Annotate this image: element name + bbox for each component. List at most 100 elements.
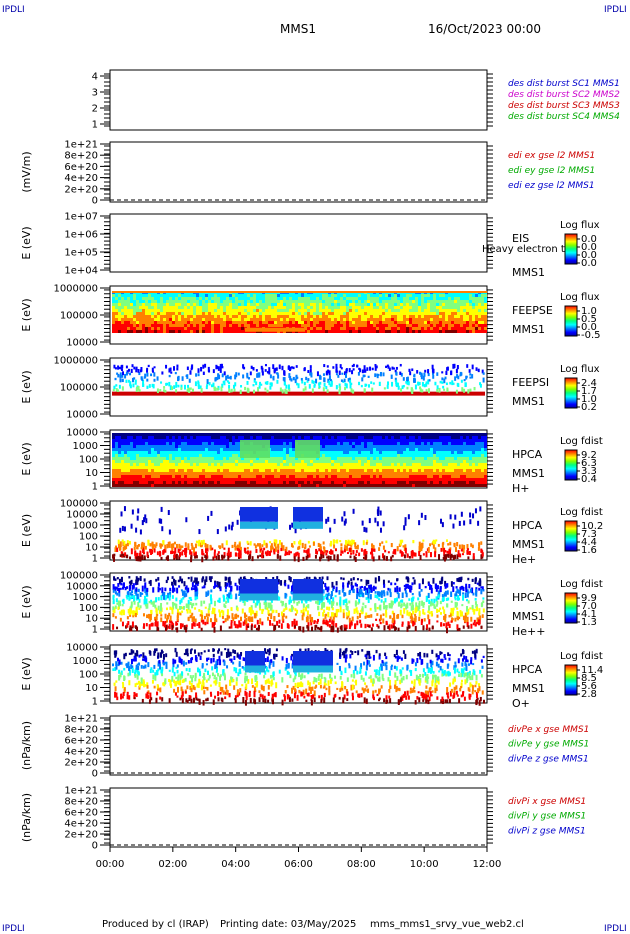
spec-cell: [196, 436, 199, 439]
spec-cell: [256, 475, 259, 478]
spec-cell: [346, 436, 349, 439]
spec-cell: [160, 327, 163, 330]
spec-cell: [475, 436, 478, 439]
spec-cell: [190, 297, 193, 300]
spec-cell: [208, 327, 211, 330]
spec-cell: [226, 318, 229, 321]
spec-cell: [442, 460, 445, 463]
spec-cell: [427, 315, 430, 318]
spec-cell: [382, 448, 385, 451]
spec-cell: [355, 306, 358, 309]
spec-cell: [454, 472, 457, 475]
spec-cell: [424, 303, 427, 306]
spec-cell: [406, 457, 409, 460]
spec-cell: [358, 303, 361, 306]
spec-cell: [289, 448, 292, 451]
spec-cell: [199, 478, 202, 481]
ytick-label: 10: [85, 468, 98, 479]
spec-cell: [271, 291, 274, 293]
spec-cell: [220, 442, 223, 445]
spec-cell: [472, 445, 475, 448]
spec-cell: [166, 315, 169, 318]
spec-cell: [211, 475, 214, 478]
spec-cell: [418, 381, 421, 386]
spec-cell: [295, 315, 298, 318]
spec-cell: [280, 321, 283, 324]
spec-cell: [193, 309, 196, 312]
spec-cell: [196, 469, 199, 472]
spec-cell: [283, 469, 286, 472]
spec-cell: [253, 315, 256, 318]
spec-cell: [367, 433, 370, 436]
spec-cell: [313, 300, 316, 303]
spec-cell: [265, 294, 268, 297]
spec-cell: [304, 436, 307, 439]
spec-cell: [340, 306, 343, 309]
spec-cell: [232, 300, 235, 303]
spec-cell: [253, 472, 256, 475]
spec-cell: [343, 303, 346, 306]
spec-cell: [118, 475, 121, 478]
spec-cell: [117, 389, 120, 393]
spec-cell: [241, 318, 244, 321]
spec-cell: [472, 454, 475, 457]
spec-cell: [484, 321, 487, 324]
spec-cell: [355, 294, 358, 297]
spec-cell: [226, 303, 229, 306]
spec-cell: [475, 303, 478, 306]
spec-cell: [121, 439, 124, 442]
spec-cell: [136, 294, 139, 297]
spec-cell: [211, 457, 214, 460]
spec-cell: [298, 294, 301, 297]
spec-cell: [241, 312, 244, 315]
spec-cell: [136, 324, 139, 327]
spec-cell: [448, 312, 451, 315]
spec-cell: [424, 300, 427, 303]
spec-cell: [296, 376, 299, 379]
spec-cell: [259, 457, 262, 460]
spec-cell: [175, 385, 178, 388]
spec-cell: [442, 324, 445, 327]
spec-cell: [272, 364, 275, 370]
spec-cell: [223, 466, 226, 469]
spec-cell: [424, 324, 427, 327]
spec-cell: [418, 472, 421, 475]
spec-cell: [199, 469, 202, 472]
spec-cell: [139, 309, 142, 312]
spec-cell: [118, 384, 121, 389]
spec-cell: [364, 318, 367, 321]
colorbar-rect: [564, 233, 578, 265]
ytick-label: 100: [79, 455, 98, 466]
spec-cell: [127, 309, 130, 312]
spec-cell: [214, 297, 217, 300]
spec-cell: [415, 312, 418, 315]
spec-cell: [478, 448, 481, 451]
spec-cell: [286, 457, 289, 460]
spec-cell: [172, 312, 175, 315]
spec-cell: [166, 442, 169, 445]
spec-cell: [418, 315, 421, 318]
spec-cell: [424, 436, 427, 439]
spec-cell: [358, 312, 361, 315]
spec-cell: [223, 484, 226, 487]
spec-cell: [146, 372, 149, 377]
spec-cell: [217, 373, 220, 378]
spec-cell: [406, 303, 409, 306]
spec-cell: [475, 448, 478, 451]
spec-cell: [421, 306, 424, 309]
spec-cell: [226, 327, 229, 330]
spec-cell: [319, 324, 322, 327]
spec-cell: [253, 309, 256, 312]
spec-cell: [175, 389, 178, 393]
spec-cell: [280, 309, 283, 312]
spec-cell: [121, 312, 124, 315]
spec-cell: [414, 384, 417, 390]
spec-cell: [139, 469, 142, 472]
spec-cell: [175, 306, 178, 309]
spec-cell: [196, 309, 199, 312]
spec-cell: [235, 466, 238, 469]
spec-cell: [160, 481, 163, 484]
spec-cell: [468, 369, 471, 373]
spec-cell: [260, 383, 263, 386]
spec-cell: [256, 436, 259, 439]
